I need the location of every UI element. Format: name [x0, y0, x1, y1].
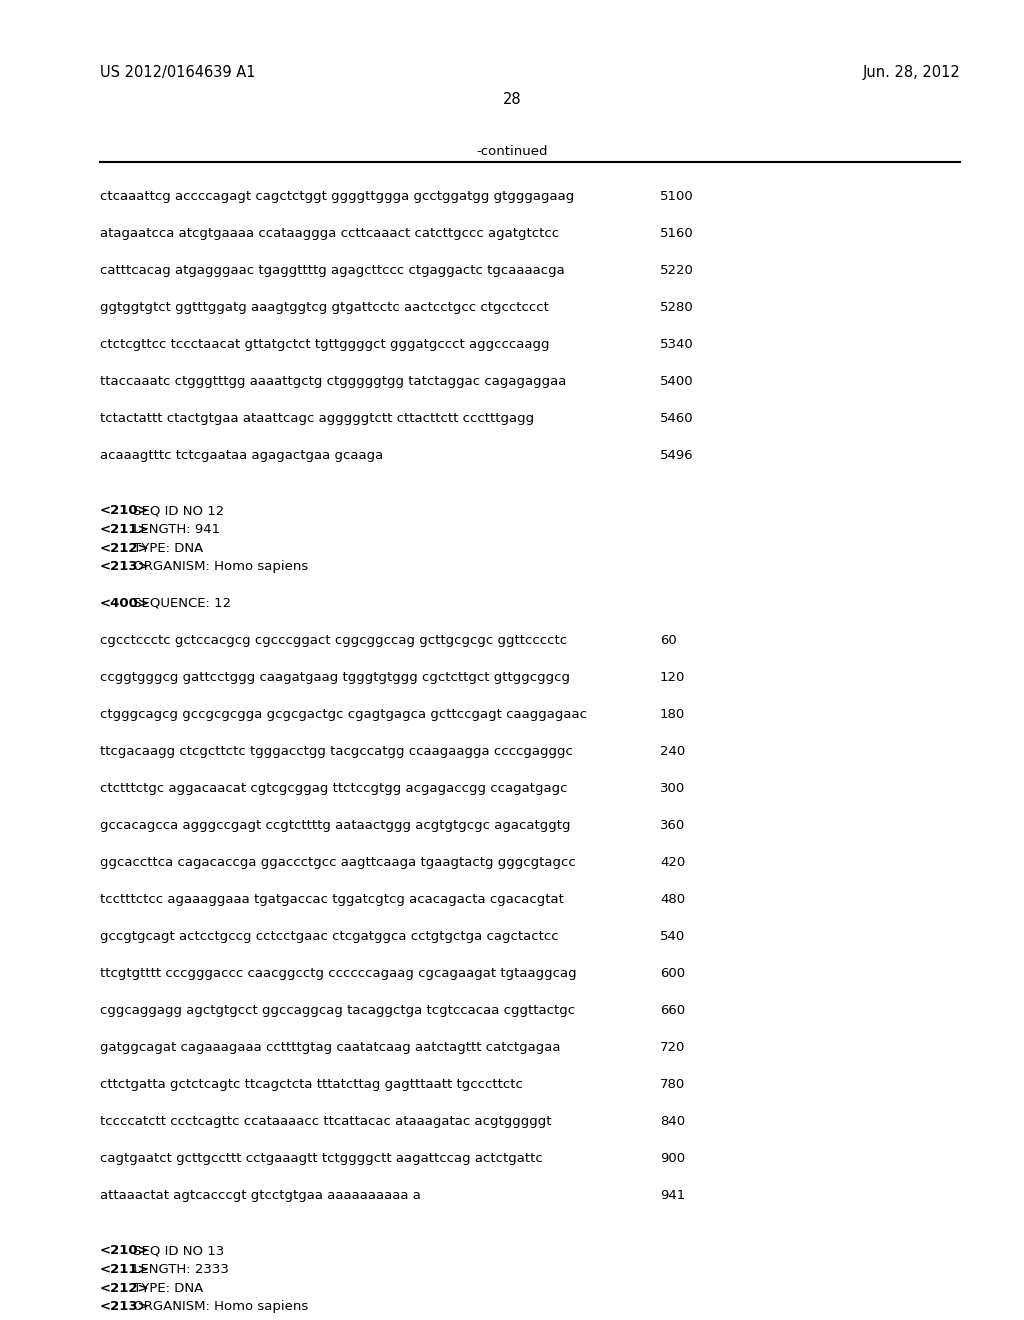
Text: 720: 720 — [660, 1041, 685, 1053]
Text: 300: 300 — [660, 781, 685, 795]
Text: LENGTH: 2333: LENGTH: 2333 — [129, 1263, 228, 1276]
Text: TYPE: DNA: TYPE: DNA — [129, 541, 203, 554]
Text: SEQ ID NO 13: SEQ ID NO 13 — [129, 1245, 224, 1258]
Text: 941: 941 — [660, 1189, 685, 1203]
Text: 840: 840 — [660, 1115, 685, 1129]
Text: 540: 540 — [660, 931, 685, 942]
Text: gccacagcca agggccgagt ccgtcttttg aataactggg acgtgtgcgc agacatggtg: gccacagcca agggccgagt ccgtcttttg aataact… — [100, 818, 570, 832]
Text: <210>: <210> — [100, 1245, 150, 1258]
Text: -continued: -continued — [476, 145, 548, 158]
Text: ccggtgggcg gattcctggg caagatgaag tgggtgtggg cgctcttgct gttggcggcg: ccggtgggcg gattcctggg caagatgaag tgggtgt… — [100, 671, 570, 684]
Text: 5100: 5100 — [660, 190, 693, 203]
Text: 600: 600 — [660, 968, 685, 979]
Text: catttcacag atgagggaac tgaggttttg agagcttccc ctgaggactc tgcaaaacga: catttcacag atgagggaac tgaggttttg agagctt… — [100, 264, 565, 277]
Text: acaaagtttc tctcgaataa agagactgaa gcaaga: acaaagtttc tctcgaataa agagactgaa gcaaga — [100, 449, 383, 462]
Text: 60: 60 — [660, 634, 677, 647]
Text: TYPE: DNA: TYPE: DNA — [129, 1282, 203, 1295]
Text: ctgggcagcg gccgcgcgga gcgcgactgc cgagtgagca gcttccgagt caaggagaac: ctgggcagcg gccgcgcgga gcgcgactgc cgagtga… — [100, 708, 587, 721]
Text: cggcaggagg agctgtgcct ggccaggcag tacaggctga tcgtccacaa cggttactgc: cggcaggagg agctgtgcct ggccaggcag tacaggc… — [100, 1005, 575, 1016]
Text: tcctttctcc agaaaggaaa tgatgaccac tggatcgtcg acacagacta cgacacgtat: tcctttctcc agaaaggaaa tgatgaccac tggatcg… — [100, 894, 564, 906]
Text: SEQ ID NO 12: SEQ ID NO 12 — [129, 504, 224, 517]
Text: 5460: 5460 — [660, 412, 693, 425]
Text: 5160: 5160 — [660, 227, 693, 240]
Text: <212>: <212> — [100, 541, 150, 554]
Text: 5340: 5340 — [660, 338, 693, 351]
Text: 180: 180 — [660, 708, 685, 721]
Text: cttctgatta gctctcagtc ttcagctcta tttatcttag gagtttaatt tgcccttctc: cttctgatta gctctcagtc ttcagctcta tttatct… — [100, 1078, 523, 1092]
Text: gccgtgcagt actcctgccg cctcctgaac ctcgatggca cctgtgctga cagctactcc: gccgtgcagt actcctgccg cctcctgaac ctcgatg… — [100, 931, 559, 942]
Text: cgcctccctc gctccacgcg cgcccggact cggcggccag gcttgcgcgc ggttcccctc: cgcctccctc gctccacgcg cgcccggact cggcggc… — [100, 634, 567, 647]
Text: cagtgaatct gcttgccttt cctgaaagtt tctggggctt aagattccag actctgattc: cagtgaatct gcttgccttt cctgaaagtt tctgggg… — [100, 1152, 543, 1166]
Text: atagaatcca atcgtgaaaa ccataaggga ccttcaaact catcttgccc agatgtctcc: atagaatcca atcgtgaaaa ccataaggga ccttcaa… — [100, 227, 559, 240]
Text: 360: 360 — [660, 818, 685, 832]
Text: <213>: <213> — [100, 560, 150, 573]
Text: ttaccaaatc ctgggtttgg aaaattgctg ctgggggtgg tatctaggac cagagaggaa: ttaccaaatc ctgggtttgg aaaattgctg ctggggg… — [100, 375, 566, 388]
Text: 120: 120 — [660, 671, 685, 684]
Text: 5496: 5496 — [660, 449, 693, 462]
Text: 240: 240 — [660, 744, 685, 758]
Text: <213>: <213> — [100, 1300, 150, 1313]
Text: 28: 28 — [503, 92, 521, 107]
Text: <212>: <212> — [100, 1282, 150, 1295]
Text: <211>: <211> — [100, 1263, 150, 1276]
Text: ctctttctgc aggacaacat cgtcgcggag ttctccgtgg acgagaccgg ccagatgagc: ctctttctgc aggacaacat cgtcgcggag ttctccg… — [100, 781, 567, 795]
Text: <210>: <210> — [100, 504, 150, 517]
Text: 660: 660 — [660, 1005, 685, 1016]
Text: ctctcgttcc tccctaacat gttatgctct tgttggggct gggatgccct aggcccaagg: ctctcgttcc tccctaacat gttatgctct tgttggg… — [100, 338, 550, 351]
Text: LENGTH: 941: LENGTH: 941 — [129, 523, 220, 536]
Text: Jun. 28, 2012: Jun. 28, 2012 — [862, 65, 961, 81]
Text: ctcaaattcg accccagagt cagctctggt ggggttggga gcctggatgg gtgggagaag: ctcaaattcg accccagagt cagctctggt ggggttg… — [100, 190, 574, 203]
Text: 5400: 5400 — [660, 375, 693, 388]
Text: US 2012/0164639 A1: US 2012/0164639 A1 — [100, 65, 256, 81]
Text: gatggcagat cagaaagaaa ccttttgtag caatatcaag aatctagttt catctgagaa: gatggcagat cagaaagaaa ccttttgtag caatatc… — [100, 1041, 560, 1053]
Text: <211>: <211> — [100, 523, 150, 536]
Text: ORGANISM: Homo sapiens: ORGANISM: Homo sapiens — [129, 560, 308, 573]
Text: ggcaccttca cagacaccga ggaccctgcc aagttcaaga tgaagtactg gggcgtagcc: ggcaccttca cagacaccga ggaccctgcc aagttca… — [100, 855, 575, 869]
Text: 480: 480 — [660, 894, 685, 906]
Text: 420: 420 — [660, 855, 685, 869]
Text: 900: 900 — [660, 1152, 685, 1166]
Text: tccccatctt ccctcagttc ccataaaacc ttcattacac ataaagatac acgtgggggt: tccccatctt ccctcagttc ccataaaacc ttcatta… — [100, 1115, 552, 1129]
Text: 5220: 5220 — [660, 264, 694, 277]
Text: ORGANISM: Homo sapiens: ORGANISM: Homo sapiens — [129, 1300, 308, 1313]
Text: ttcgtgtttt cccgggaccc caacggcctg ccccccagaag cgcagaagat tgtaaggcag: ttcgtgtttt cccgggaccc caacggcctg cccccca… — [100, 968, 577, 979]
Text: ggtggtgtct ggtttggatg aaagtggtcg gtgattcctc aactcctgcc ctgcctccct: ggtggtgtct ggtttggatg aaagtggtcg gtgattc… — [100, 301, 549, 314]
Text: SEQUENCE: 12: SEQUENCE: 12 — [129, 597, 230, 610]
Text: ttcgacaagg ctcgcttctc tgggacctgg tacgccatgg ccaagaagga ccccgagggc: ttcgacaagg ctcgcttctc tgggacctgg tacgcca… — [100, 744, 572, 758]
Text: 5280: 5280 — [660, 301, 693, 314]
Text: attaaactat agtcacccgt gtcctgtgaa aaaaaaaaaa a: attaaactat agtcacccgt gtcctgtgaa aaaaaaa… — [100, 1189, 421, 1203]
Text: tctactattt ctactgtgaa ataattcagc agggggtctt cttacttctt ccctttgagg: tctactattt ctactgtgaa ataattcagc agggggt… — [100, 412, 535, 425]
Text: <400>: <400> — [100, 597, 150, 610]
Text: 780: 780 — [660, 1078, 685, 1092]
